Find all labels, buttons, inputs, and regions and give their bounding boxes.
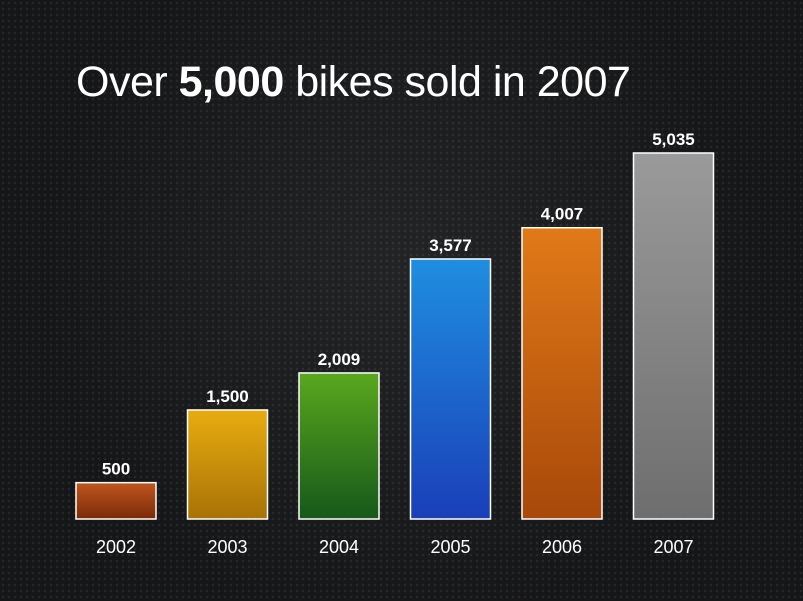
value-label-2007: 5,035	[652, 130, 695, 149]
value-label-2004: 2,009	[318, 350, 361, 369]
value-label-2005: 3,577	[429, 236, 472, 255]
category-label-2002: 2002	[96, 537, 136, 557]
category-labels-group: 2002 2003 2004 2005 2006 2007	[96, 537, 694, 557]
value-label-2003: 1,500	[206, 387, 249, 406]
bar-2003	[186, 409, 269, 520]
bar-2004	[298, 372, 380, 520]
category-label-2007: 2007	[653, 537, 693, 557]
category-label-2005: 2005	[430, 537, 470, 557]
value-labels-group: 500 1,500 2,009 3,577 4,007 5,035	[102, 130, 695, 479]
bar-2002	[75, 481, 157, 520]
category-label-2003: 2003	[207, 537, 247, 557]
bars-group	[75, 152, 715, 520]
bar-2005	[409, 258, 492, 520]
title-suffix: bikes sold in 2007	[283, 58, 631, 106]
bar-2006	[521, 226, 603, 520]
category-label-2004: 2004	[319, 537, 359, 557]
bar-2007	[632, 152, 715, 520]
value-label-2002: 500	[102, 460, 130, 479]
title-highlight: 5,000	[178, 58, 285, 106]
chart-title: Over 5,000 bikes sold in 2007	[76, 58, 631, 107]
category-label-2006: 2006	[542, 537, 582, 557]
value-label-2006: 4,007	[541, 205, 584, 224]
title-prefix: Over	[76, 58, 179, 106]
